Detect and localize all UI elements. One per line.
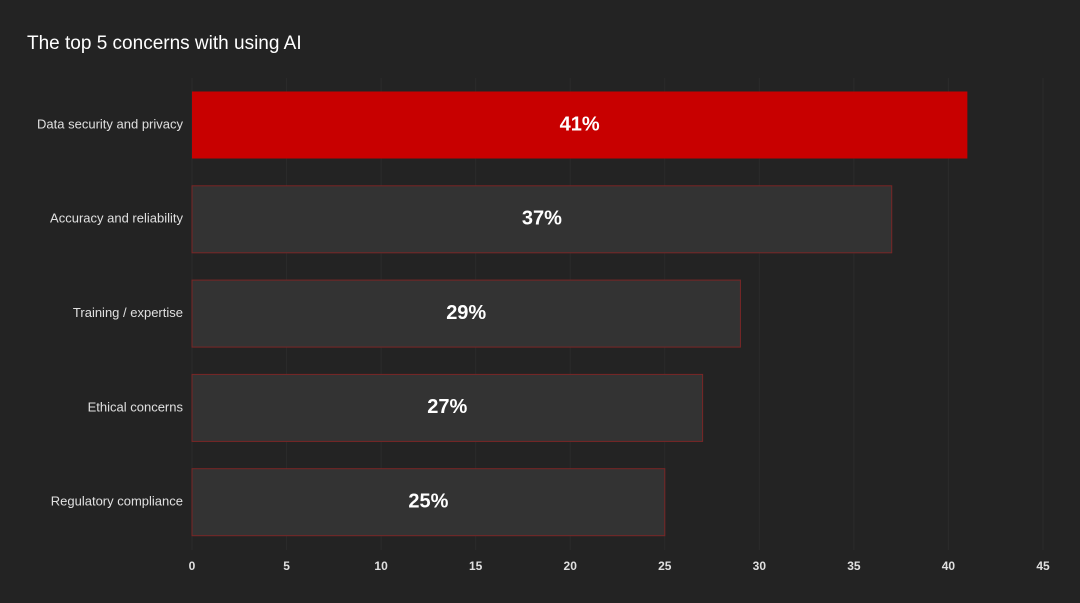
x-tick-label: 45: [1036, 559, 1050, 573]
x-tick-label: 10: [374, 559, 388, 573]
y-tick-label: Data security and privacy: [37, 116, 183, 131]
y-tick-label: Regulatory compliance: [51, 494, 183, 509]
y-tick-label: Ethical concerns: [88, 399, 184, 414]
x-tick-label: 25: [658, 559, 672, 573]
x-tick-label: 30: [753, 559, 767, 573]
x-tick-label: 0: [189, 559, 196, 573]
data-label: 37%: [522, 208, 562, 230]
bar: [191, 373, 704, 442]
bar: [191, 468, 666, 537]
bar: [191, 185, 893, 254]
data-label: 29%: [446, 302, 486, 324]
bar: [192, 91, 968, 159]
x-tick-label: 5: [283, 559, 290, 573]
data-label: 25%: [408, 490, 448, 512]
chart-title: The top 5 concerns with using AI: [27, 33, 302, 54]
x-tick-label: 35: [847, 559, 861, 573]
data-label: 27%: [427, 396, 467, 418]
x-tick-label: 15: [469, 559, 483, 573]
bar: [191, 279, 741, 348]
y-tick-label: Accuracy and reliability: [50, 211, 183, 226]
y-tick-label: Training / expertise: [73, 305, 183, 320]
x-tick-label: 20: [564, 559, 578, 573]
x-tick-label: 40: [942, 559, 956, 573]
data-label: 41%: [560, 113, 600, 135]
